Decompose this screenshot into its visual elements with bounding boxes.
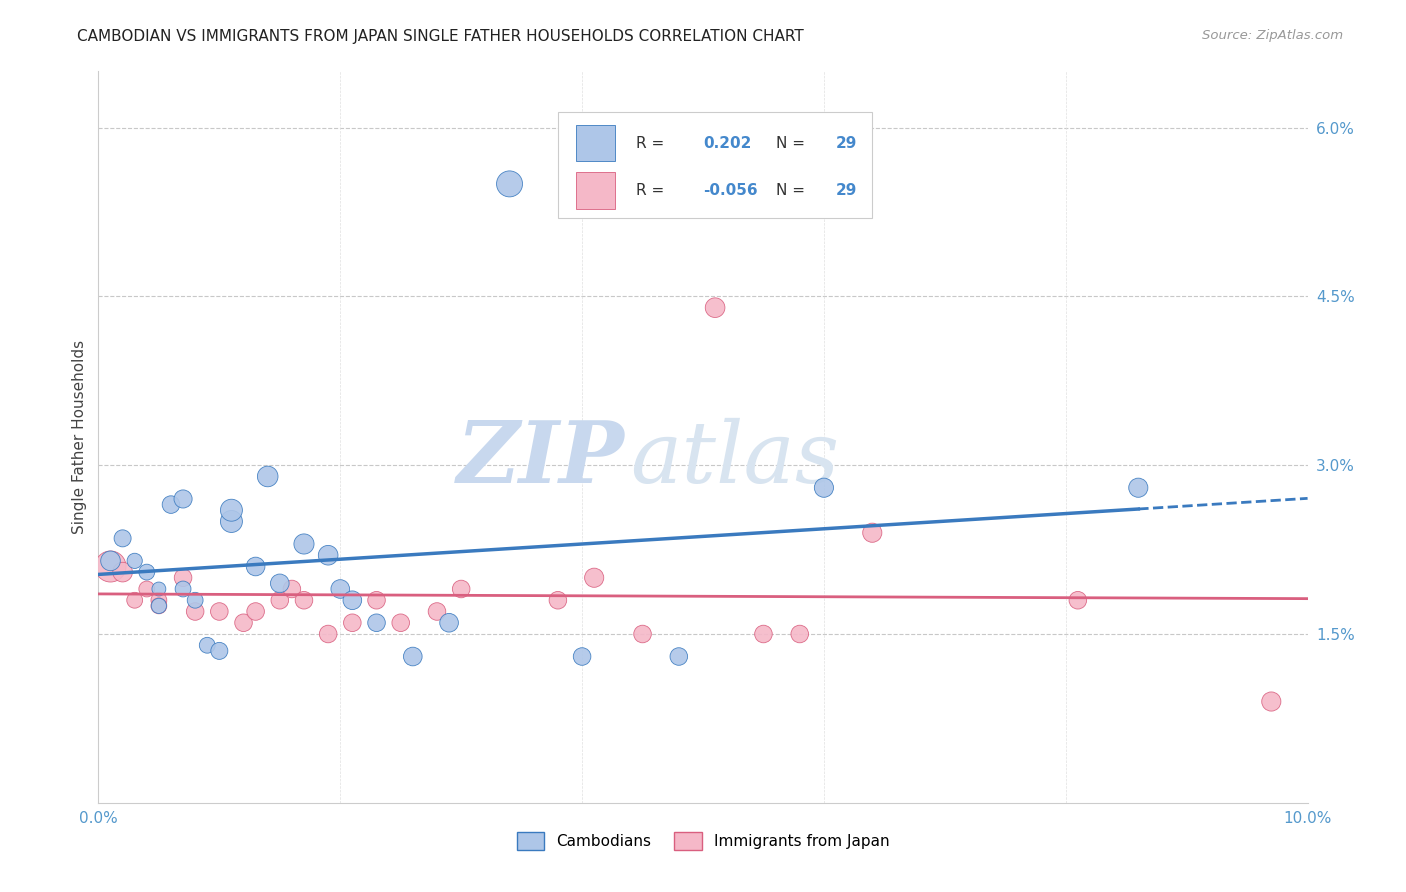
Point [437, 615, 460, 630]
Point [366, 615, 388, 630]
Point [571, 649, 593, 664]
Text: N =: N = [776, 183, 810, 198]
Point [1128, 481, 1150, 495]
Point [402, 649, 425, 664]
Point [450, 582, 472, 596]
Text: -0.056: -0.056 [703, 183, 758, 198]
Point [124, 554, 146, 568]
Point [366, 593, 388, 607]
FancyBboxPatch shape [558, 112, 872, 218]
Point [135, 582, 157, 596]
Point [111, 532, 134, 546]
Point [316, 548, 339, 562]
Point [1260, 694, 1282, 708]
Point [100, 559, 122, 574]
Y-axis label: Single Father Households: Single Father Households [72, 340, 87, 534]
Point [789, 627, 811, 641]
Point [813, 481, 835, 495]
Point [631, 627, 654, 641]
Text: atlas: atlas [630, 417, 839, 500]
Point [342, 593, 364, 607]
Point [704, 301, 727, 315]
Point [245, 605, 267, 619]
Point [135, 565, 157, 579]
Point [256, 469, 278, 483]
Text: CAMBODIAN VS IMMIGRANTS FROM JAPAN SINGLE FATHER HOUSEHOLDS CORRELATION CHART: CAMBODIAN VS IMMIGRANTS FROM JAPAN SINGL… [77, 29, 804, 44]
Point [148, 599, 170, 613]
Point [547, 593, 569, 607]
Point [426, 605, 449, 619]
Point [245, 559, 267, 574]
Point [184, 593, 207, 607]
Point [269, 576, 291, 591]
Point [232, 615, 254, 630]
Point [329, 582, 352, 596]
FancyBboxPatch shape [576, 125, 614, 161]
Point [221, 515, 243, 529]
Text: Source: ZipAtlas.com: Source: ZipAtlas.com [1202, 29, 1343, 42]
Point [160, 498, 183, 512]
Point [172, 491, 194, 506]
Point [668, 649, 690, 664]
Legend: Cambodians, Immigrants from Japan: Cambodians, Immigrants from Japan [516, 832, 890, 850]
Point [148, 599, 170, 613]
Point [208, 644, 231, 658]
Point [1067, 593, 1090, 607]
Point [172, 571, 194, 585]
Point [292, 593, 315, 607]
Text: 29: 29 [837, 183, 858, 198]
Point [583, 571, 606, 585]
Text: R =: R = [637, 183, 669, 198]
Point [100, 554, 122, 568]
FancyBboxPatch shape [576, 172, 614, 209]
Point [281, 582, 304, 596]
Point [269, 593, 291, 607]
Point [342, 615, 364, 630]
Point [111, 565, 134, 579]
Point [292, 537, 315, 551]
Text: 29: 29 [837, 136, 858, 151]
Point [148, 593, 170, 607]
Point [860, 525, 883, 540]
Point [184, 605, 207, 619]
Point [316, 627, 339, 641]
Point [498, 177, 520, 191]
Point [752, 627, 775, 641]
Point [389, 615, 412, 630]
Point [221, 503, 243, 517]
Point [208, 605, 231, 619]
Text: N =: N = [776, 136, 810, 151]
Point [172, 582, 194, 596]
Text: R =: R = [637, 136, 669, 151]
Point [148, 582, 170, 596]
Point [195, 638, 218, 652]
Text: ZIP: ZIP [457, 417, 624, 500]
Text: 0.202: 0.202 [703, 136, 751, 151]
Point [124, 593, 146, 607]
